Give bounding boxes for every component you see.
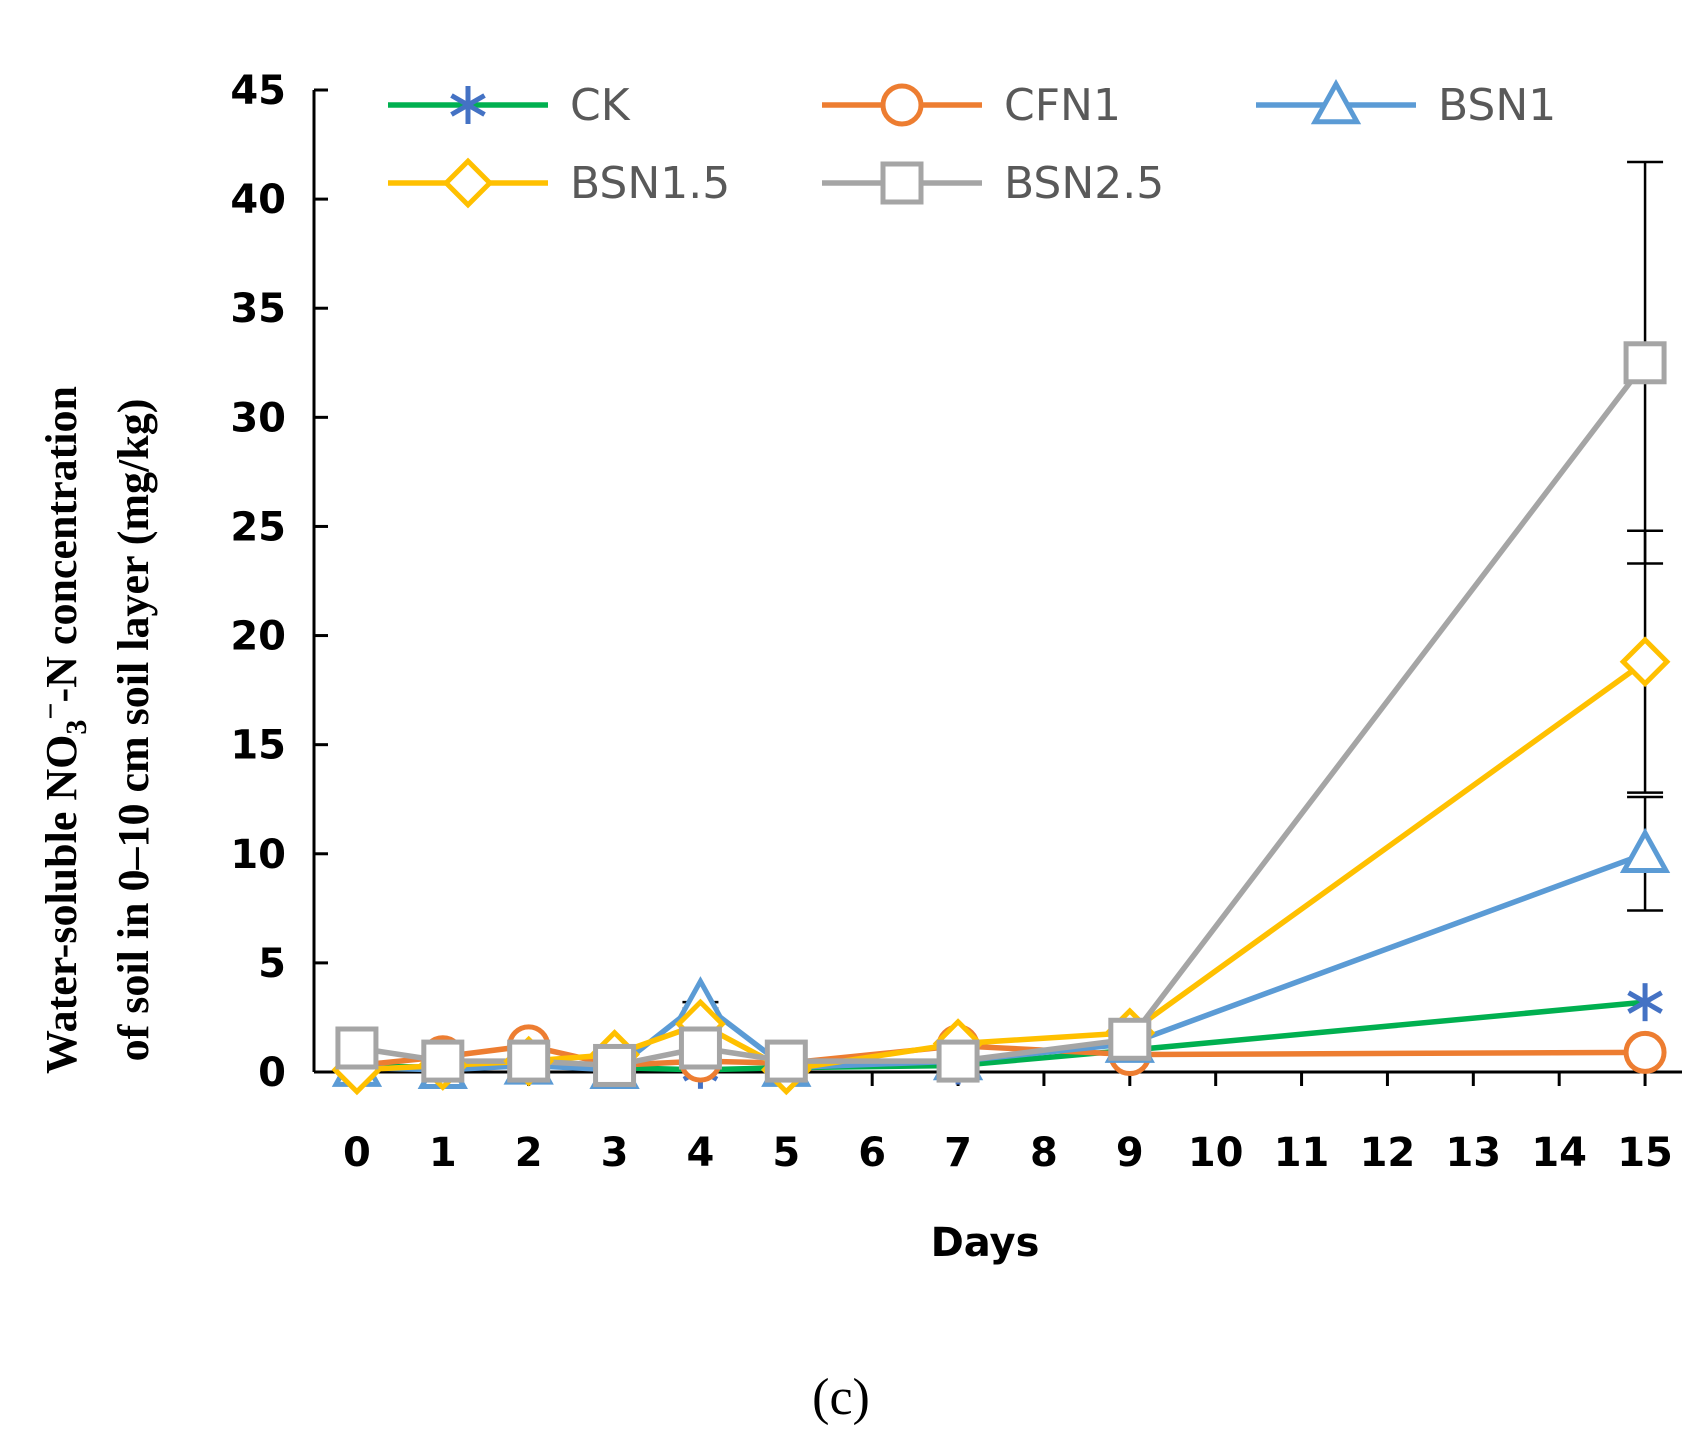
y-tick-label: 20 xyxy=(230,614,286,660)
legend-marker xyxy=(442,157,494,209)
legend-item-CK: CK xyxy=(388,80,631,131)
y-tick-label: 45 xyxy=(230,68,286,114)
y-tick-label: 40 xyxy=(230,177,286,223)
asterisk-stroke xyxy=(450,93,486,117)
legend-item-BSN1.5: BSN1.5 xyxy=(388,157,730,209)
y-tick-label: 5 xyxy=(258,941,286,987)
legend-item-BSN2.5: BSN2.5 xyxy=(822,158,1164,209)
series-line-BSN2.5 xyxy=(356,361,1648,1069)
y-axis-title-subscript: 3 xyxy=(59,719,93,735)
y-tick-label: 35 xyxy=(230,286,286,332)
legend-marker xyxy=(1310,78,1362,125)
series-layer xyxy=(331,341,1671,1096)
legend-label: CFN1 xyxy=(1004,80,1121,131)
legend-marker xyxy=(450,86,486,124)
legend-label: BSN1.5 xyxy=(570,158,730,209)
x-tick-label: 13 xyxy=(1445,1130,1501,1176)
data-point-BSN2.5 xyxy=(678,1026,722,1070)
x-tick-label: 5 xyxy=(772,1130,800,1176)
y-tick-label: 30 xyxy=(230,395,286,441)
x-tick-label: 6 xyxy=(858,1130,886,1176)
y-tick-label: 15 xyxy=(230,723,286,769)
legend-label: BSN2.5 xyxy=(1004,158,1164,209)
data-point-BSN1 xyxy=(1619,827,1671,873)
x-tick-label: 4 xyxy=(687,1130,715,1176)
legend-item-BSN1: BSN1 xyxy=(1256,78,1556,131)
y-tick-label: 0 xyxy=(258,1050,286,1096)
x-tick-label: 14 xyxy=(1531,1130,1587,1176)
x-tick-label: 3 xyxy=(601,1130,629,1176)
x-tick-label: 12 xyxy=(1360,1130,1416,1176)
x-tick-label: 11 xyxy=(1274,1130,1330,1176)
data-point-BSN2.5 xyxy=(764,1039,808,1083)
x-tick-label: 8 xyxy=(1030,1130,1058,1176)
data-point-BSN1.5 xyxy=(1619,636,1671,688)
legend-label: CK xyxy=(570,80,631,131)
legend-item-CFN1: CFN1 xyxy=(822,80,1121,131)
legend-label: BSN1 xyxy=(1438,80,1556,131)
error-bars-layer xyxy=(682,160,1664,1010)
legend: CK CFN1 BSN1 BSN1.5 BSN2.5 xyxy=(388,78,1556,209)
y-axis-title-line1: Water-soluble NO3−-N concentration xyxy=(26,230,98,1230)
series-line-BSN1 xyxy=(356,851,1647,1073)
y-axis-title-text: Water-soluble NO xyxy=(37,734,86,1074)
data-point-BSN2.5 xyxy=(335,1026,379,1070)
y-tick-label: 10 xyxy=(230,832,286,878)
y-axis-title-line2: of soil in 0–10 cm soil layer (mg/kg) xyxy=(109,398,158,1062)
series-line-BSN1.5 xyxy=(356,659,1647,1073)
x-axis-title: Days xyxy=(930,1220,1040,1266)
data-point-BSN2.5 xyxy=(936,1039,980,1083)
x-tick-label: 15 xyxy=(1617,1130,1673,1176)
data-point-BSN2.5 xyxy=(1108,1017,1152,1061)
figure-caption: (c) xyxy=(812,1369,870,1426)
data-point-CFN1 xyxy=(1623,1030,1667,1074)
x-tick-label: 1 xyxy=(429,1130,457,1176)
y-tick-label: 25 xyxy=(230,504,286,550)
x-tick-label: 9 xyxy=(1116,1130,1144,1176)
x-tick-label: 0 xyxy=(343,1130,371,1176)
data-point-BSN2.5 xyxy=(507,1039,551,1083)
data-point-CK xyxy=(1627,983,1663,1022)
data-point-BSN2.5 xyxy=(1623,341,1667,385)
x-tick-label: 2 xyxy=(515,1130,543,1176)
y-axis-title-superscript: − xyxy=(34,702,68,720)
x-tick-label: 7 xyxy=(944,1130,972,1176)
y-axis-title-text-end: -N concentration xyxy=(37,386,86,703)
data-point-BSN2.5 xyxy=(421,1039,465,1083)
asterisk-stroke xyxy=(1627,990,1663,1014)
legend-marker xyxy=(880,83,924,127)
data-point-BSN2.5 xyxy=(593,1043,637,1087)
x-tick-label: 10 xyxy=(1188,1130,1244,1176)
y-axis-title: Water-soluble NO3−-N concentration of so… xyxy=(26,230,170,1230)
legend-marker xyxy=(880,161,924,205)
